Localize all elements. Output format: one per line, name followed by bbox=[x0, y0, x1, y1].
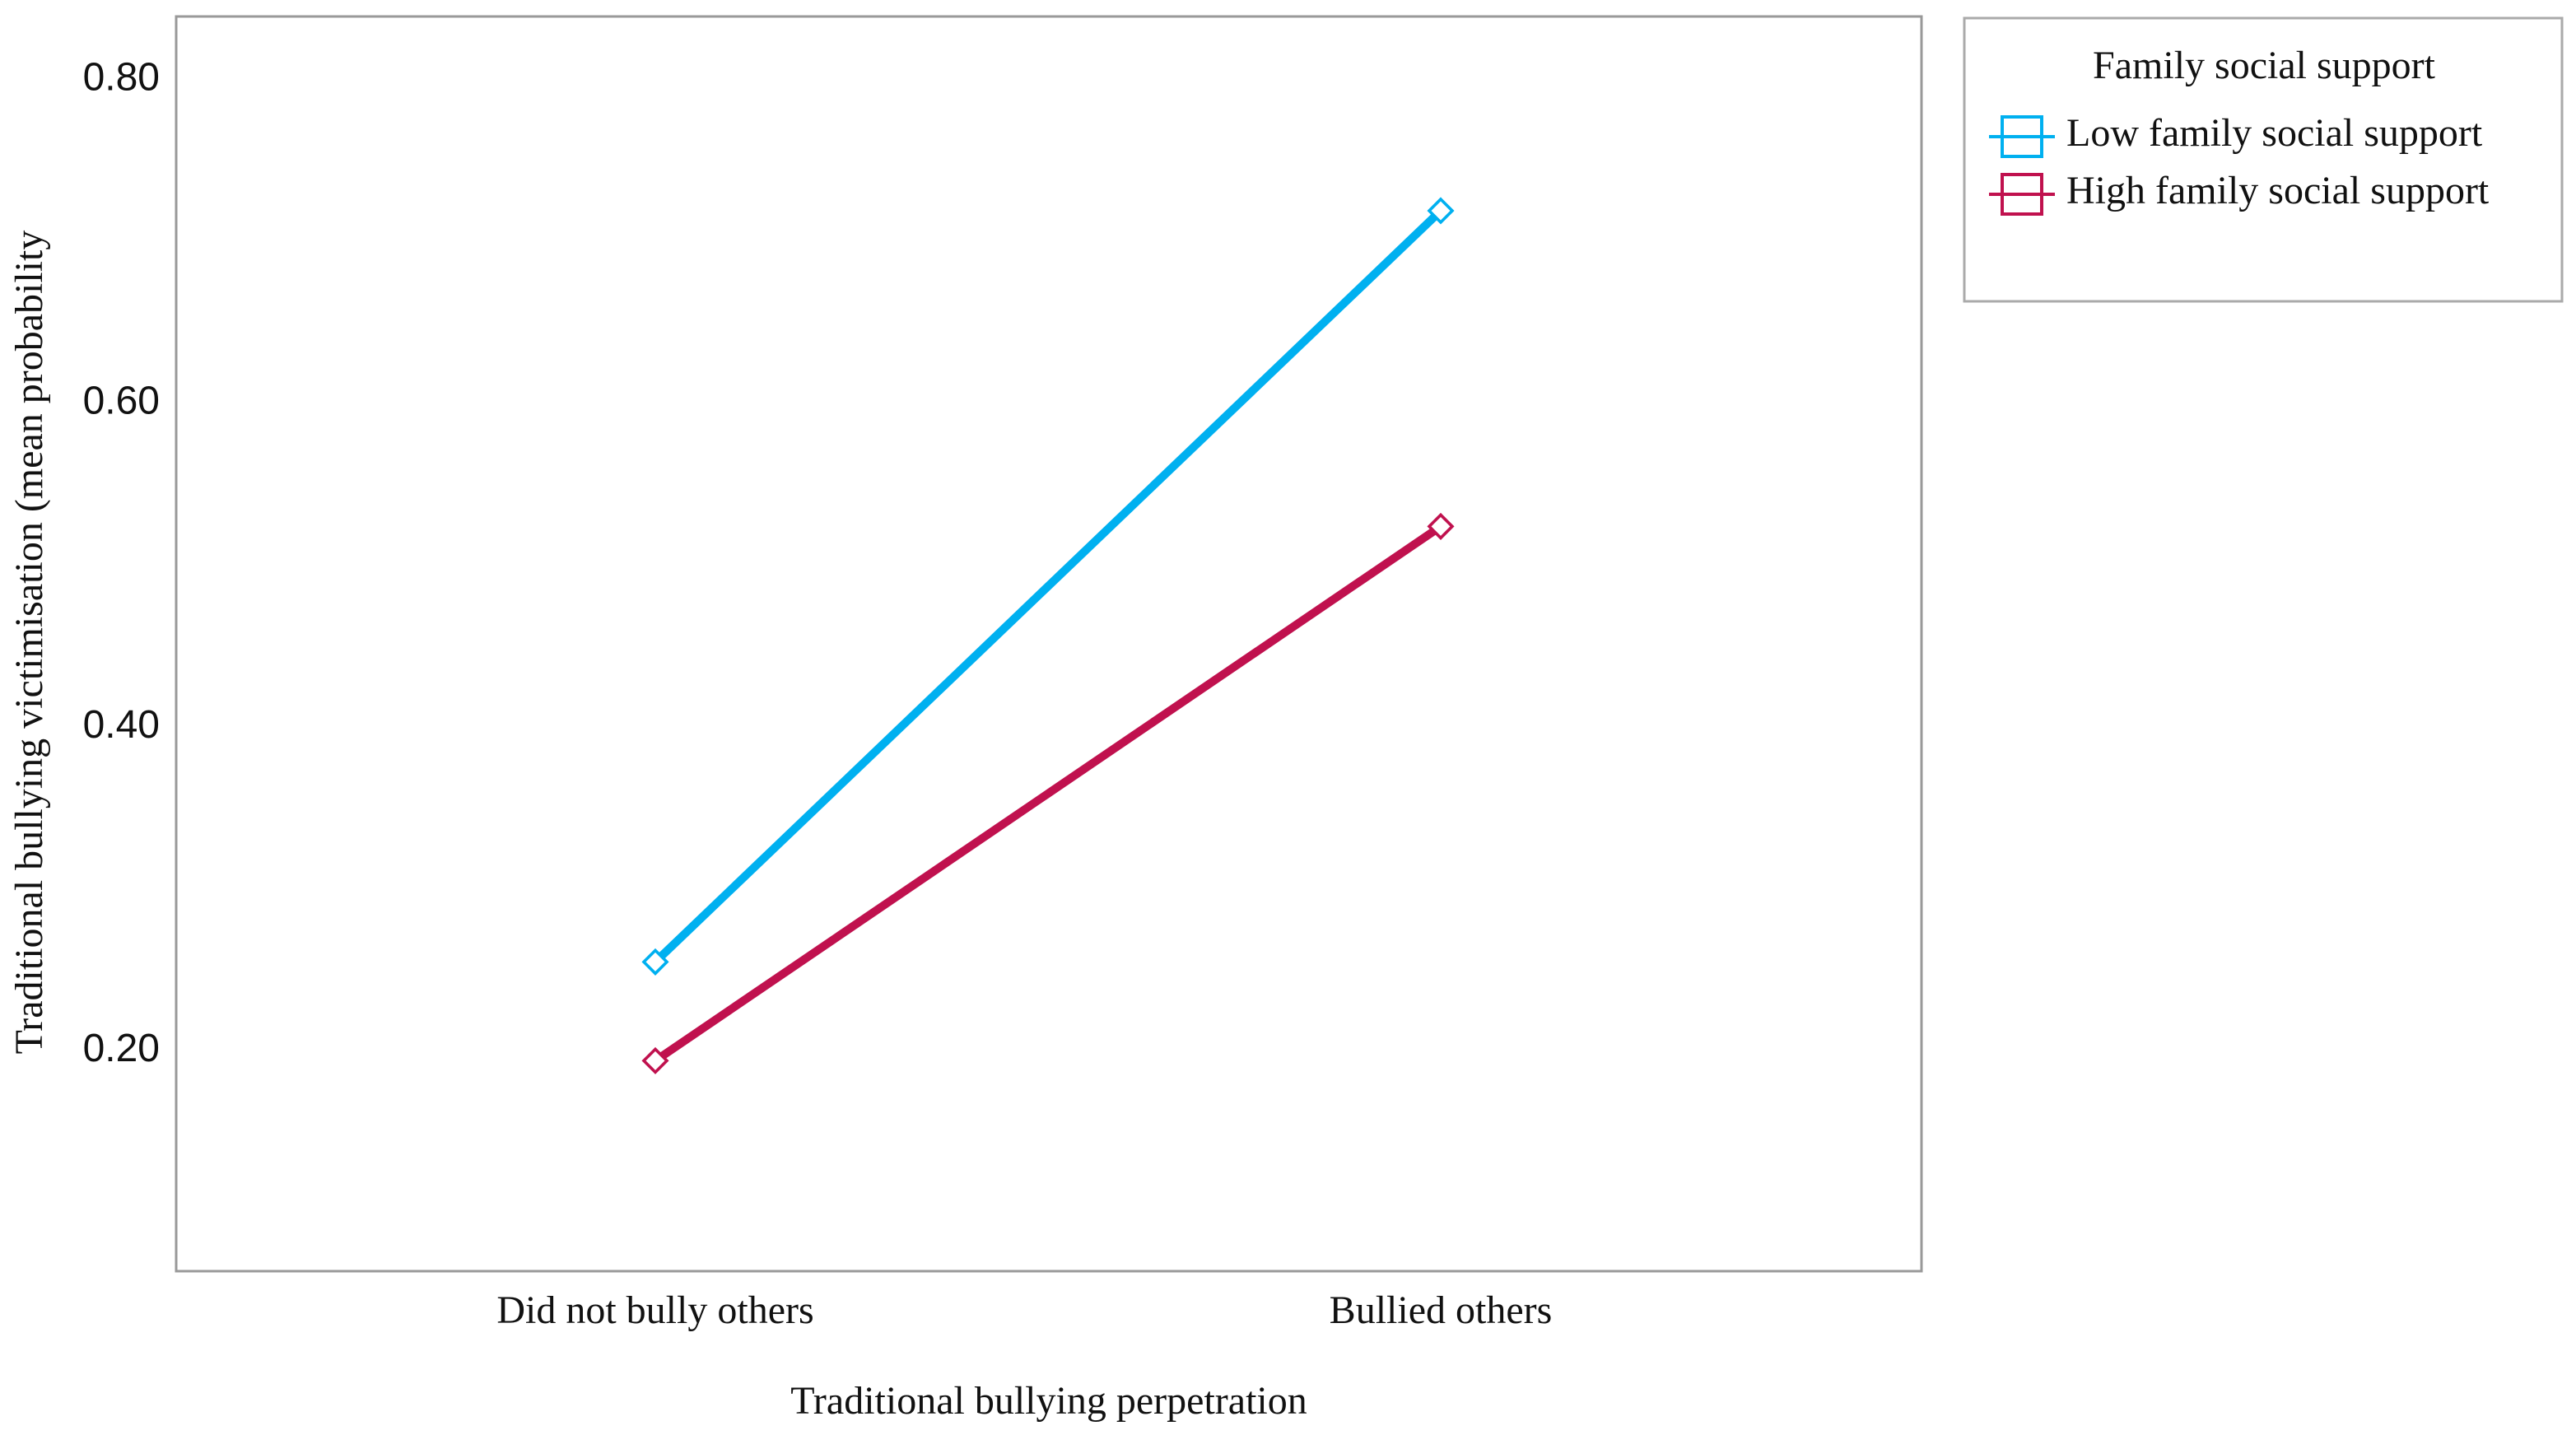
y-tick-label: 0.60 bbox=[83, 380, 160, 423]
x-axis-label: Traditional bullying perpetration bbox=[790, 1379, 1307, 1423]
series-line bbox=[653, 523, 1443, 1065]
legend-box bbox=[1963, 16, 2564, 303]
y-axis-label: Traditional bullying victimisation (mean… bbox=[7, 231, 51, 1055]
y-tick-label: 0.80 bbox=[83, 55, 160, 99]
point-marker bbox=[641, 948, 669, 976]
y-tick-label: 0.40 bbox=[83, 703, 160, 747]
legend-title: Family social support bbox=[2093, 44, 2436, 87]
x-tick-label: Did not bully others bbox=[496, 1288, 813, 1332]
y-tick-label: 0.20 bbox=[83, 1027, 160, 1070]
plot-frame bbox=[175, 15, 1923, 1273]
legend-label: Low family social support bbox=[2066, 111, 2483, 155]
legend-swatch bbox=[2001, 115, 2043, 158]
series-line bbox=[652, 207, 1444, 966]
legend-label: High family social support bbox=[2066, 169, 2490, 212]
point-marker bbox=[1427, 197, 1455, 225]
point-marker bbox=[1427, 512, 1455, 540]
point-marker bbox=[641, 1046, 669, 1074]
x-tick-label: Bullied others bbox=[1330, 1288, 1553, 1332]
legend-swatch bbox=[2001, 173, 2043, 216]
